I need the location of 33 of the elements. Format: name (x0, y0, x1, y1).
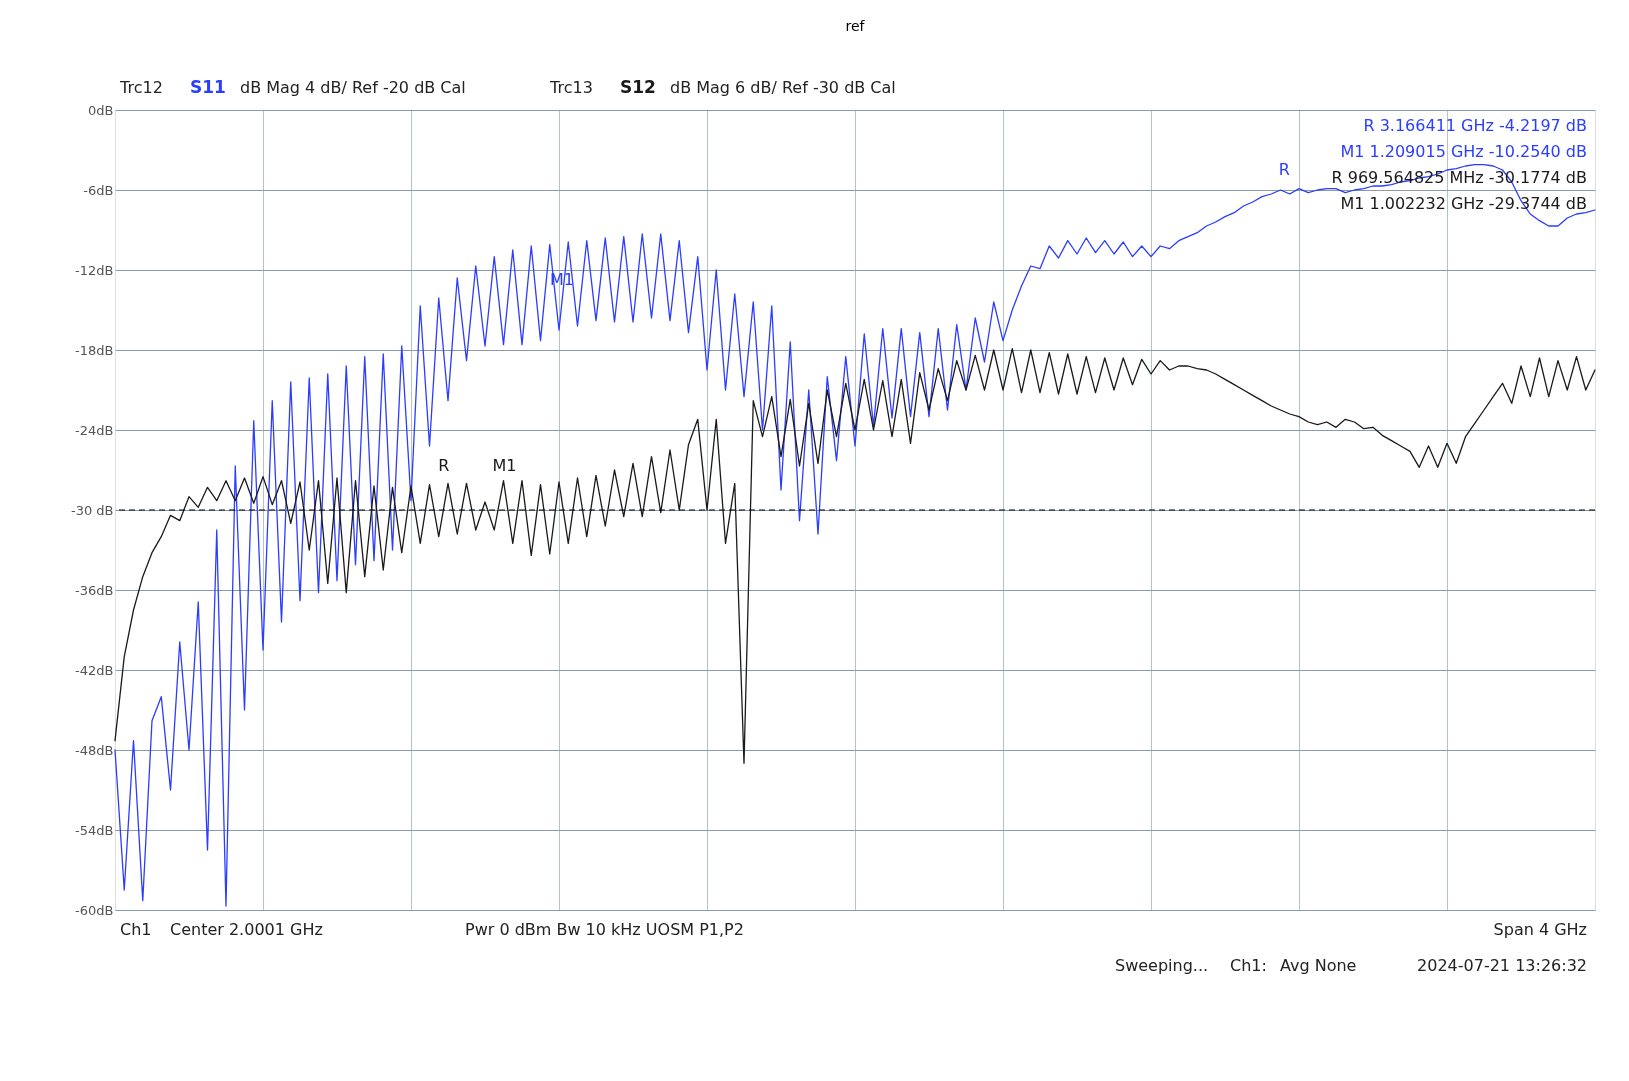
text: 2024-07-21 13:26:32 (1417, 956, 1587, 975)
line-series (114, 164, 1596, 907)
y-tick-label: -60dB (75, 902, 114, 918)
annotation: R 3.166411 GHz -4.2197 dB (1363, 116, 1587, 135)
y-tick-label: -12dB (75, 262, 114, 278)
chart-title: ref (845, 18, 866, 34)
text: dB Mag 4 dB/ Ref -20 dB Cal (240, 78, 466, 97)
text: Ch1: (1230, 956, 1267, 975)
y-tick-label: -36dB (75, 582, 114, 598)
text: Span 4 GHz (1493, 920, 1587, 939)
text: dB Mag 6 dB/ Ref -30 dB Cal (670, 78, 896, 97)
y-tick-label: -6dB (83, 182, 114, 198)
text: Ch1 (120, 920, 152, 939)
text: S12 (620, 77, 656, 97)
y-tick-label: -42dB (75, 662, 114, 678)
y-tick-label: -18dB (75, 342, 114, 358)
y-tick-label: -48dB (75, 742, 114, 758)
line-series (114, 348, 1596, 764)
text: S11 (190, 77, 226, 97)
y-tick-label: -30 dB (70, 502, 114, 518)
annotation: R (1278, 160, 1290, 179)
annotation: M1 1.209015 GHz -10.2540 dB (1340, 142, 1587, 161)
text: Sweeping... (1115, 956, 1209, 975)
y-tick-label: -24dB (75, 422, 114, 438)
text: Trc13 (549, 78, 593, 97)
text: Center 2.0001 GHz (170, 920, 323, 939)
text: Pwr 0 dBm Bw 10 kHz UOSM P1,P2 (465, 920, 744, 939)
annotation: M1 (492, 456, 517, 475)
text: Trc12 (119, 78, 163, 97)
text: Avg None (1280, 956, 1357, 975)
annotation: R (438, 456, 450, 475)
y-tick-label: 0dB (88, 102, 114, 118)
y-tick-label: -54dB (75, 822, 114, 838)
